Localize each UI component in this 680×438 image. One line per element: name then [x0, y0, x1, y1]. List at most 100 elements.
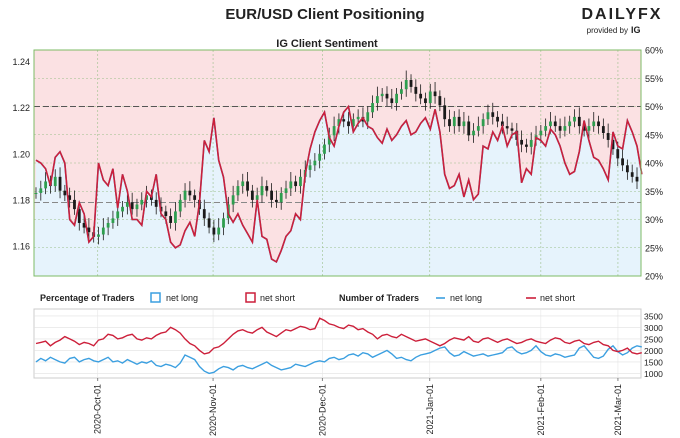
date-axis: 2020-Oct-01 2020-Nov-01 2020-Dec-01 2021-Ja… [93, 378, 623, 436]
legend-num-title: Number of Traders [339, 293, 419, 303]
candle-body [558, 126, 562, 131]
candle-body [621, 158, 624, 166]
candle-body [525, 144, 528, 147]
price-axis: 1.16 1.18 1.20 1.22 1.24 [12, 57, 30, 251]
candle-body [260, 186, 264, 196]
lower-frame [33, 308, 642, 379]
percent-tick-label: 25% [645, 243, 663, 253]
candle-body [313, 160, 317, 166]
candle-body [174, 211, 177, 223]
brand-text: DAILYFX [582, 6, 663, 23]
date-tick-label: 2021-Mar-01 [613, 384, 623, 436]
candle-body [563, 126, 567, 131]
candle-body [438, 96, 442, 106]
candle-body [178, 199, 182, 212]
candle-body [467, 121, 471, 136]
candle-body [630, 172, 634, 177]
candle-body [577, 116, 581, 127]
candle-body [409, 79, 413, 87]
candle-body [202, 209, 206, 219]
percent-tick-label: 45% [645, 130, 663, 140]
candle-body [611, 139, 615, 150]
candle-body [116, 211, 120, 219]
price-tick-label: 1.20 [12, 149, 30, 159]
net-short-percent-line [35, 104, 643, 264]
candle-body [68, 195, 72, 200]
candle-body [82, 222, 86, 228]
candle-body [544, 126, 548, 131]
candle-body [231, 195, 235, 205]
candle-body [318, 153, 322, 161]
candle-body [34, 192, 38, 194]
candle-body [327, 135, 331, 145]
candle-body [241, 181, 245, 187]
candle-body [616, 149, 620, 159]
candle-body [380, 93, 384, 97]
net-short-traders-line [35, 317, 642, 355]
candle-body [448, 119, 451, 127]
legend-num-short: net short [540, 293, 576, 303]
percent-tick-label: 60% [645, 46, 663, 56]
candle-body [145, 195, 148, 200]
price-tick-label: 1.22 [12, 103, 30, 113]
candle-body [419, 93, 423, 99]
candle-body [299, 176, 302, 187]
candle-body [582, 126, 586, 131]
candle-body [101, 227, 105, 235]
candle-body [342, 119, 346, 122]
candle-body [73, 199, 76, 210]
price-tick-label: 1.24 [12, 57, 30, 67]
candle-body [53, 176, 57, 187]
candle-body [481, 119, 485, 127]
candle-body [121, 206, 124, 212]
legend-pct-long: net long [166, 293, 198, 303]
date-tick-label: 2021-Feb-01 [536, 384, 546, 436]
date-tick-label: 2020-Oct-01 [93, 384, 103, 434]
candle-body [250, 190, 254, 200]
candle-body [597, 121, 600, 127]
sentiment-panel: IG Client Sentiment 1.16 1.18 1.20 1.22 1.24… [12, 38, 663, 282]
candle-body [279, 192, 283, 203]
date-tick-label: 2020-Dec-01 [317, 384, 327, 436]
candle-body [222, 218, 225, 228]
candle-body [39, 188, 43, 193]
candle-body [452, 116, 456, 127]
candle-body [140, 199, 144, 205]
candle-body [77, 209, 81, 223]
candle-body [154, 199, 158, 207]
legend-pct-short: net short [260, 293, 296, 303]
candle-body [284, 188, 288, 193]
price-tick-label: 1.18 [12, 195, 30, 205]
candle-body [366, 112, 370, 122]
net-long-area [34, 106, 642, 276]
candle-body [169, 216, 173, 223]
traders-tick-label: 1000 [644, 369, 663, 379]
candle-body [601, 126, 605, 134]
percent-tick-label: 55% [645, 74, 663, 84]
traders-tick-label: 3000 [644, 323, 663, 333]
candle-body [529, 139, 533, 147]
legend-num-long: net long [450, 293, 482, 303]
candle-body [385, 93, 389, 99]
candle-body [462, 121, 466, 127]
candle-body [217, 227, 221, 235]
percent-tick-label: 30% [645, 215, 663, 225]
candle-body [294, 181, 298, 187]
percent-axis: 20% 25% 30% 35% 40% 45% 50% 55% 60% [645, 46, 663, 282]
candle-body [212, 227, 216, 235]
candle-body [58, 176, 62, 191]
candle-body [510, 128, 514, 131]
candle-body [308, 165, 312, 170]
percent-tick-label: 35% [645, 187, 663, 197]
candle-body [371, 103, 374, 113]
candle-body [97, 234, 100, 237]
percent-tick-label: 20% [645, 272, 663, 282]
candle-body [496, 116, 499, 122]
legend: Percentage of Traders net long net short… [40, 292, 576, 303]
candle-body [553, 121, 557, 127]
candle-body [270, 190, 273, 200]
brand-ig: IG [631, 25, 641, 35]
